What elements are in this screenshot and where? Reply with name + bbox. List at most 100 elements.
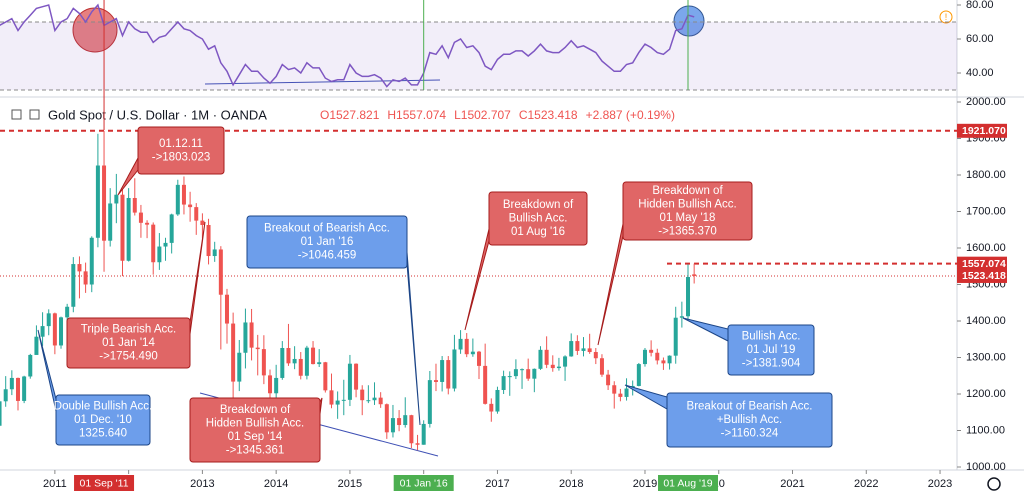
candle-body bbox=[354, 363, 359, 390]
candle-body bbox=[280, 348, 285, 378]
candle-body bbox=[15, 377, 20, 401]
candle-body bbox=[427, 380, 432, 424]
candle-body bbox=[311, 347, 316, 365]
callout-text: ->1754.490 bbox=[99, 351, 158, 363]
rsi-y-tick-label: 40.00 bbox=[966, 67, 994, 79]
ohlc-value: L1502.707 bbox=[454, 108, 511, 122]
candle-body bbox=[372, 397, 377, 401]
candle-body bbox=[397, 418, 402, 426]
y-tick-label: 1400.00 bbox=[966, 315, 1006, 327]
candle-body bbox=[550, 364, 555, 369]
callout-box bbox=[55, 394, 151, 446]
x-marker-label: 01 Sep '11 bbox=[79, 477, 128, 489]
candle-body bbox=[501, 376, 506, 390]
callout-text: Breakout of Bearish Acc. bbox=[687, 401, 813, 413]
candle-body bbox=[532, 368, 537, 379]
candle-body bbox=[624, 388, 629, 397]
price-level-label: 1523.418 bbox=[962, 270, 1006, 282]
ohlc-value: H1557.074 bbox=[387, 108, 446, 122]
candle-body bbox=[317, 362, 322, 365]
candle-body bbox=[218, 249, 223, 295]
ohlc-value: +2.887 (+0.19%) bbox=[586, 108, 675, 122]
callout-text: Breakdown of bbox=[652, 185, 723, 197]
candle-body bbox=[0, 401, 2, 426]
x-tick-label: 2021 bbox=[780, 478, 804, 490]
candle-body bbox=[89, 237, 94, 285]
candle-body bbox=[157, 246, 162, 263]
y-tick-label: 1000.00 bbox=[966, 461, 1006, 473]
callout-text: ->1381.904 bbox=[742, 358, 801, 370]
callout-text: +Bullish Acc. bbox=[717, 414, 783, 426]
candle-body bbox=[206, 225, 211, 257]
candle-body bbox=[114, 194, 119, 204]
candle-body bbox=[65, 306, 70, 318]
callout-text: ->1046.459 bbox=[298, 250, 357, 262]
x-tick-label: 2015 bbox=[338, 478, 362, 490]
candle-body bbox=[612, 385, 617, 394]
candle-body bbox=[655, 352, 660, 361]
alert-icon[interactable] bbox=[939, 10, 953, 24]
symbol-title: Gold Spot / U.S. Dollar · 1M · OANDA bbox=[48, 107, 267, 122]
candle-body bbox=[95, 165, 100, 238]
callout-text: 01 Dec. '10 bbox=[74, 414, 132, 426]
price-level-label: 1921.070 bbox=[962, 125, 1006, 137]
candle-body bbox=[495, 389, 500, 412]
candle-body bbox=[194, 207, 199, 221]
candle-body bbox=[421, 423, 426, 445]
callout-text: Triple Bearish Acc. bbox=[81, 324, 176, 336]
price-level-tag bbox=[957, 123, 1007, 138]
callout-box bbox=[66, 317, 191, 369]
callout-box bbox=[246, 215, 408, 269]
alert-icon-mark: ! bbox=[945, 12, 948, 22]
x-tick-label: 2013 bbox=[190, 478, 214, 490]
candle-body bbox=[102, 165, 107, 241]
settings-icon[interactable] bbox=[987, 477, 1001, 491]
candle-body bbox=[599, 358, 604, 375]
candle-body bbox=[120, 194, 125, 261]
callout-text: 01 Sep '14 bbox=[228, 431, 283, 443]
candle-body bbox=[169, 214, 174, 243]
candle-body bbox=[329, 390, 334, 405]
y-tick-label: 1700.00 bbox=[966, 205, 1006, 217]
candle-body bbox=[692, 274, 697, 276]
candle-body bbox=[298, 358, 303, 376]
candle-body bbox=[458, 338, 463, 350]
callout-box bbox=[488, 191, 588, 246]
candle-body bbox=[403, 415, 408, 426]
candle-body bbox=[83, 271, 88, 285]
x-tick-label: 2017 bbox=[485, 478, 509, 490]
candle-body bbox=[679, 316, 684, 318]
callout-text: Hidden Bullish Acc. bbox=[206, 417, 304, 429]
candle-body bbox=[22, 376, 27, 401]
y-tick-label: 1300.00 bbox=[966, 351, 1006, 363]
callout-text: Breakdown of bbox=[503, 199, 574, 211]
candle-body bbox=[163, 242, 168, 247]
candle-body bbox=[71, 264, 76, 307]
ohlc-value: C1523.418 bbox=[519, 108, 578, 122]
callout-text: Hidden Bullish Acc. bbox=[638, 198, 736, 210]
candle-body bbox=[569, 341, 574, 357]
candle-body bbox=[46, 313, 51, 327]
callout-text: 01 Jan '14 bbox=[102, 337, 155, 349]
price-level-label: 1557.074 bbox=[962, 258, 1006, 270]
candle-body bbox=[667, 355, 672, 364]
candle-body bbox=[489, 403, 494, 412]
candle-body bbox=[673, 317, 678, 356]
candle-body bbox=[446, 360, 451, 389]
rsi-line bbox=[0, 3, 695, 88]
candle-body bbox=[188, 204, 193, 208]
rsi-band bbox=[0, 22, 957, 90]
x-marker-tag bbox=[393, 475, 454, 491]
price-level-tag bbox=[957, 268, 1007, 283]
callout-text: ->1160.324 bbox=[721, 428, 779, 440]
candle-body bbox=[335, 400, 340, 405]
candle-body bbox=[231, 323, 236, 382]
header-icons[interactable] bbox=[11, 109, 40, 120]
candle-body bbox=[544, 349, 549, 365]
y-tick-label: 2000.00 bbox=[966, 96, 1006, 108]
candle-body bbox=[151, 224, 156, 263]
ohlc-value: O1527.821 bbox=[320, 108, 380, 122]
rsi-pane bbox=[0, 3, 957, 91]
